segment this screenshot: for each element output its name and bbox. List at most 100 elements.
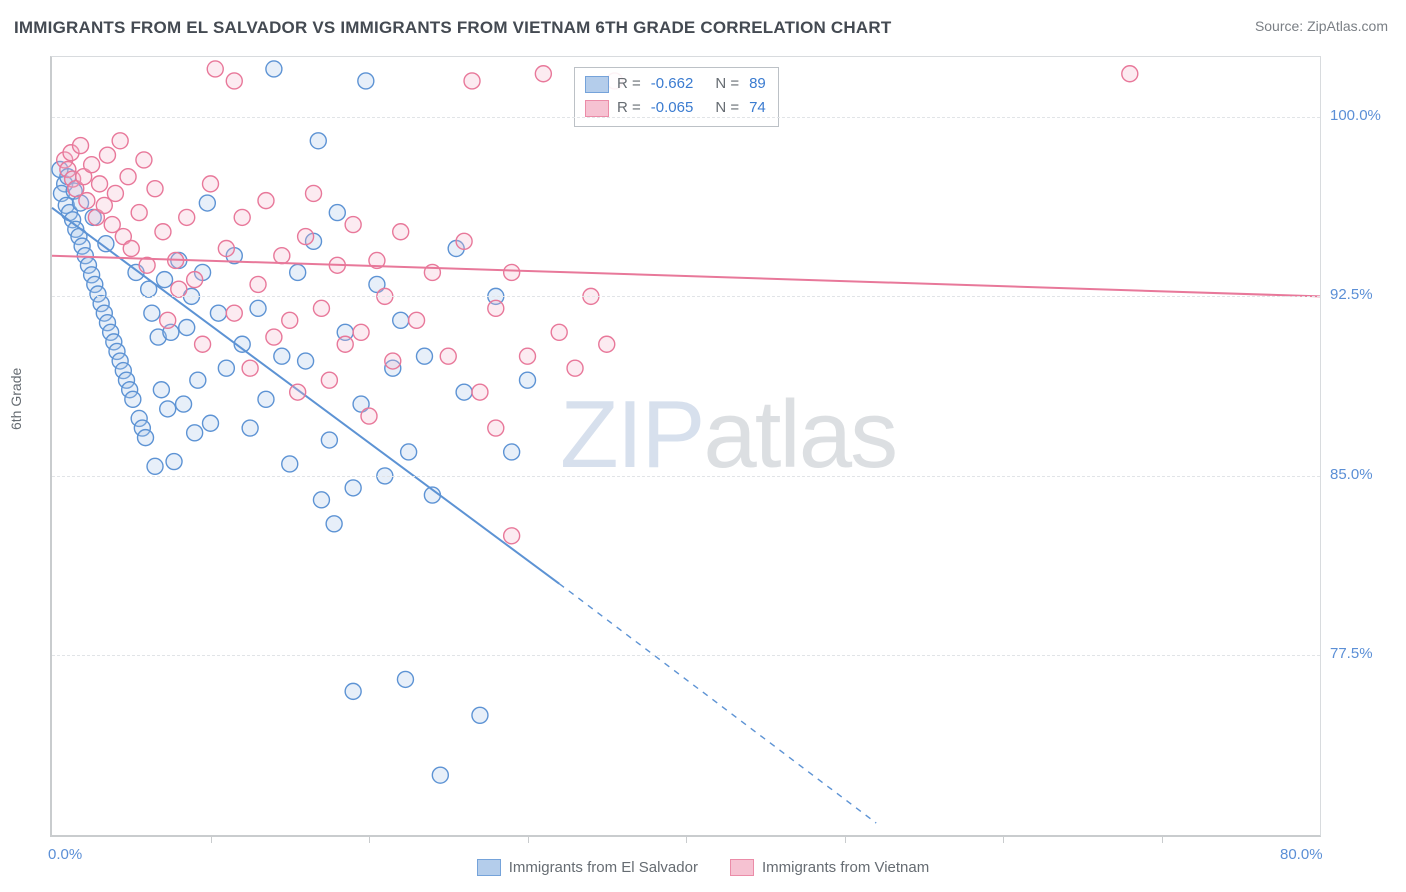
scatter-point	[79, 193, 95, 209]
scatter-point	[535, 66, 551, 82]
scatter-point	[187, 425, 203, 441]
scatter-point	[321, 372, 337, 388]
scatter-point	[326, 516, 342, 532]
scatter-point	[274, 248, 290, 264]
gridline	[52, 117, 1320, 118]
legend-swatch	[730, 859, 754, 876]
scatter-point	[155, 224, 171, 240]
scatter-point	[488, 300, 504, 316]
scatter-point	[250, 300, 266, 316]
legend-swatch	[477, 859, 501, 876]
chart-plot-area: R = -0.662N = 89R = -0.065N = 74 77.5%85…	[50, 56, 1321, 837]
scatter-point	[226, 73, 242, 89]
scatter-point	[456, 384, 472, 400]
scatter-point	[456, 233, 472, 249]
scatter-point	[166, 454, 182, 470]
scatter-point	[313, 300, 329, 316]
scatter-point	[107, 185, 123, 201]
x-tick	[369, 835, 370, 843]
scatter-point	[345, 480, 361, 496]
scatter-point	[290, 384, 306, 400]
scatter-point	[409, 312, 425, 328]
series-legend: Immigrants from El Salvador Immigrants fr…	[0, 859, 1406, 880]
scatter-point	[310, 133, 326, 149]
gridline	[52, 655, 1320, 656]
legend-n-value: 89	[749, 72, 766, 96]
scatter-point	[242, 360, 258, 376]
scatter-point	[504, 264, 520, 280]
scatter-point	[266, 329, 282, 345]
scatter-point	[190, 372, 206, 388]
scatter-point	[73, 138, 89, 154]
scatter-point	[337, 336, 353, 352]
scatter-point	[218, 360, 234, 376]
scatter-point	[274, 348, 290, 364]
scatter-point	[84, 157, 100, 173]
scatter-point	[157, 272, 173, 288]
scatter-point	[440, 348, 456, 364]
legend-swatch	[585, 76, 609, 93]
x-tick	[686, 835, 687, 843]
scatter-point	[488, 420, 504, 436]
scatter-point	[125, 391, 141, 407]
scatter-point	[504, 528, 520, 544]
scatter-point	[401, 444, 417, 460]
scatter-point	[397, 671, 413, 687]
gridline	[52, 476, 1320, 477]
scatter-point	[258, 391, 274, 407]
x-tick	[1162, 835, 1163, 843]
scatter-point	[385, 353, 401, 369]
scatter-point	[171, 281, 187, 297]
trend-line	[52, 256, 1320, 297]
legend-row: R = -0.662N = 89	[585, 72, 766, 96]
scatter-point	[520, 348, 536, 364]
scatter-point	[99, 147, 115, 163]
x-tick	[528, 835, 529, 843]
scatter-point	[234, 209, 250, 225]
scatter-point	[358, 73, 374, 89]
scatter-point	[210, 305, 226, 321]
scatter-point	[599, 336, 615, 352]
trend-line-dashed	[559, 584, 876, 823]
legend-swatch	[585, 100, 609, 117]
scatter-point	[136, 152, 152, 168]
legend-r-label: R =	[617, 72, 641, 96]
scatter-point	[123, 241, 139, 257]
scatter-point	[520, 372, 536, 388]
scatter-point	[313, 492, 329, 508]
x-tick	[211, 835, 212, 843]
scatter-point	[345, 683, 361, 699]
scatter-point	[258, 193, 274, 209]
scatter-point	[160, 312, 176, 328]
gridline	[52, 296, 1320, 297]
scatter-point	[112, 133, 128, 149]
scatter-point	[199, 195, 215, 211]
series-legend-item: Immigrants from Vietnam	[730, 859, 929, 876]
scatter-point	[282, 312, 298, 328]
scatter-point	[298, 229, 314, 245]
scatter-point	[504, 444, 520, 460]
scatter-point	[207, 61, 223, 77]
scatter-point	[298, 353, 314, 369]
scatter-point	[306, 185, 322, 201]
y-tick-label: 100.0%	[1330, 107, 1400, 124]
y-tick-label: 85.0%	[1330, 466, 1400, 483]
scatter-point	[187, 272, 203, 288]
y-tick-label: 92.5%	[1330, 286, 1400, 303]
chart-svg	[52, 57, 1320, 835]
x-tick	[1003, 835, 1004, 843]
scatter-point	[416, 348, 432, 364]
scatter-point	[160, 401, 176, 417]
y-axis-label: 6th Grade	[8, 368, 24, 430]
correlation-legend: R = -0.662N = 89R = -0.065N = 74	[574, 67, 779, 127]
series-label: Immigrants from Vietnam	[762, 859, 929, 876]
source-label: Source: ZipAtlas.com	[1255, 18, 1388, 34]
scatter-point	[179, 320, 195, 336]
scatter-point	[138, 430, 154, 446]
scatter-point	[147, 458, 163, 474]
scatter-point	[361, 408, 377, 424]
x-tick	[845, 835, 846, 843]
scatter-point	[345, 217, 361, 233]
series-label: Immigrants from El Salvador	[509, 859, 698, 876]
scatter-point	[203, 415, 219, 431]
